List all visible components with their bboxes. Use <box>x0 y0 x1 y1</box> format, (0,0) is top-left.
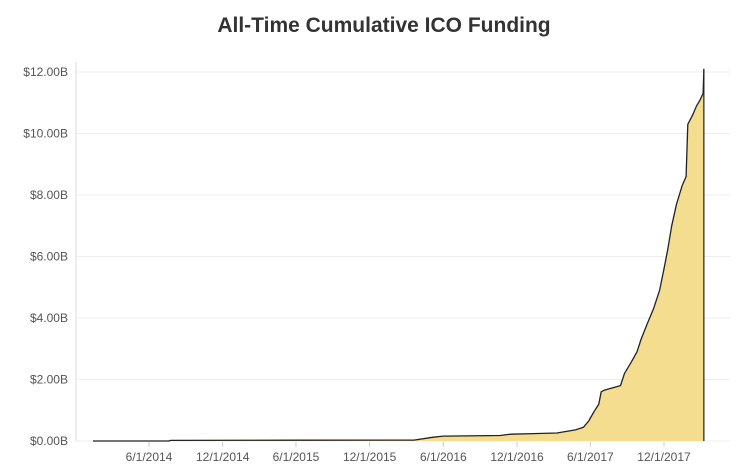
y-tick-label: $8.00B <box>30 188 68 202</box>
series-line <box>93 68 705 442</box>
x-tick-label: 6/1/2015 <box>273 450 320 464</box>
x-tick-label: 6/1/2016 <box>420 450 467 464</box>
y-tick-label: $4.00B <box>30 311 68 325</box>
y-tick-label: $0.00B <box>30 434 68 448</box>
y-tick-label: $10.00B <box>23 127 68 141</box>
x-tick-label: 12/1/2017 <box>637 450 691 464</box>
chart-title: All-Time Cumulative ICO Funding <box>217 14 551 37</box>
x-tick-label: 12/1/2016 <box>490 450 544 464</box>
x-tick-label: 6/1/2014 <box>126 450 173 464</box>
y-tick-label: $2.00B <box>30 373 68 387</box>
x-tick-label: 12/1/2014 <box>196 450 250 464</box>
y-tick-label: $12.00B <box>23 65 68 79</box>
y-tick-label: $6.00B <box>30 250 68 264</box>
x-tick-label: 6/1/2017 <box>567 450 614 464</box>
x-tick-label: 12/1/2015 <box>343 450 397 464</box>
series-area <box>93 68 704 442</box>
